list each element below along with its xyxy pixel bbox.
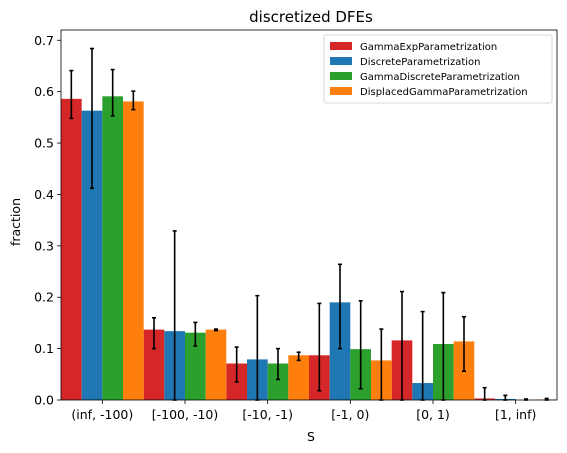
bar [102,96,123,401]
chart-title: discretized DFEs [249,8,373,26]
y-tick-label: 0.2 [34,290,54,305]
bar [329,302,351,400]
y-tick-label: 0.7 [34,33,54,48]
bars-layer [61,96,557,401]
x-tick-label: [0, 1) [416,407,450,422]
legend: GammaExpParametrization DiscreteParametri… [323,34,553,104]
y-tick-label: 0.0 [34,393,54,408]
x-axis-label: S [307,429,315,444]
legend-label: GammaDiscreteParametrization [360,72,520,83]
bar [81,110,103,401]
legend-swatch [330,87,352,95]
legend-swatch [330,72,352,80]
bar [205,329,227,400]
bar [61,98,82,400]
y-tick-label: 0.3 [34,238,54,253]
bar [267,363,289,400]
error-bars-layer [69,47,549,401]
y-tick-label: 0.5 [34,136,54,151]
x-tick-label: [-10, -1) [242,407,293,422]
legend-label: GammaExpParametrization [360,42,497,53]
legend-label: DisplacedGammaParametrization [360,87,528,98]
legend-swatch [330,42,352,50]
bar [288,355,309,400]
x-tick-label: [-100, -10) [152,407,219,422]
x-tick-label: (inf, -100) [71,407,133,422]
bar [143,329,165,400]
y-axis: 0.0 0.1 0.2 0.3 0.4 0.5 0.6 0.7 [34,33,61,408]
plot-frame [60,29,558,401]
x-tick-label: [-1, 0) [331,407,369,422]
y-tick-label: 0.6 [34,84,54,99]
y-tick-label: 0.4 [34,187,54,202]
y-axis-label: fraction [8,198,23,246]
legend-label: DiscreteParametrization [360,57,481,68]
legend-box [323,34,553,104]
bar [185,332,206,400]
y-tick-label: 0.1 [34,341,54,356]
x-axis: (inf, -100) [-100, -10) [-10, -1) [-1, 0) [0… [71,400,536,422]
legend-swatch [330,57,352,65]
x-tick-label: [1, inf) [495,407,536,422]
bar [123,101,144,401]
